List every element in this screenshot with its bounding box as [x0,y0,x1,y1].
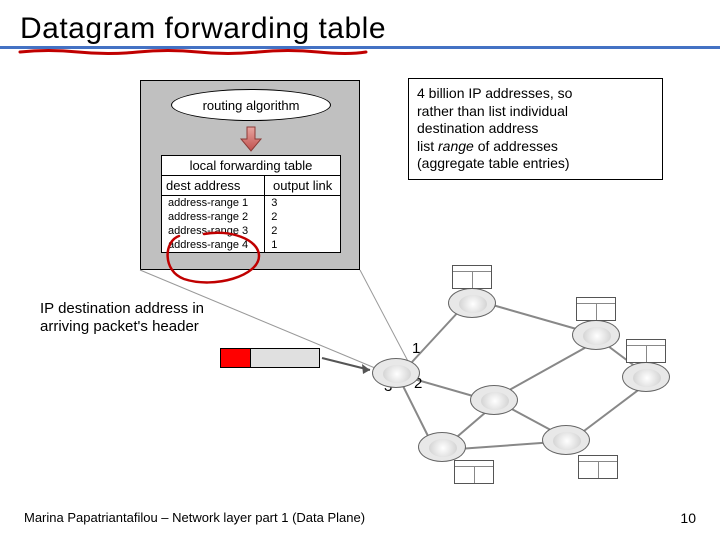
footer: Marina Papatriantafilou – Network layer … [24,510,696,526]
port-label-1: 1 [412,340,420,357]
mini-table-icon [576,297,616,321]
router-node [418,432,466,462]
callout-line: 4 billion IP addresses, so [417,85,654,103]
router-node [372,358,420,388]
table-row: address-range 41 [162,238,340,252]
packet-icon [220,348,320,368]
callout-box: 4 billion IP addresses, so rather than l… [408,78,663,180]
mini-table-icon [626,339,666,363]
page-number: 10 [680,510,696,526]
router-panel: routing algorithm local forwarding table… [140,80,360,270]
router-node [622,362,670,392]
footer-author: Marina Papatriantafilou – Network layer … [24,510,365,526]
forwarding-table: local forwarding table dest address outp… [161,155,341,253]
col-header-link: output link [265,176,340,196]
mini-table-icon [578,455,618,479]
router-node [542,425,590,455]
table-body: dest address output link address-range 1… [162,176,340,252]
router-node [470,385,518,415]
table-row: address-range 13 [162,196,340,211]
router-node [448,288,496,318]
down-arrow-icon [239,125,263,153]
table-row: address-range 32 [162,224,340,238]
callout-line: destination address [417,120,654,138]
packet-caption: IP destination address in arriving packe… [40,300,204,336]
title-bar: Datagram forwarding table [0,0,720,49]
callout-line: list range of addresses [417,138,654,156]
packet-header [220,348,250,368]
mini-table-icon [452,265,492,289]
callout-line: (aggregate table entries) [417,155,654,173]
col-header-dest: dest address [162,176,265,196]
mini-table-icon [454,460,494,484]
router-node [572,320,620,350]
table-caption: local forwarding table [162,156,340,176]
title-underline [18,48,368,56]
slide-title: Datagram forwarding table [20,12,386,46]
callout-line: rather than list individual [417,103,654,121]
packet-payload [250,348,320,368]
routing-algorithm-oval: routing algorithm [171,89,331,121]
table-row: address-range 22 [162,210,340,224]
